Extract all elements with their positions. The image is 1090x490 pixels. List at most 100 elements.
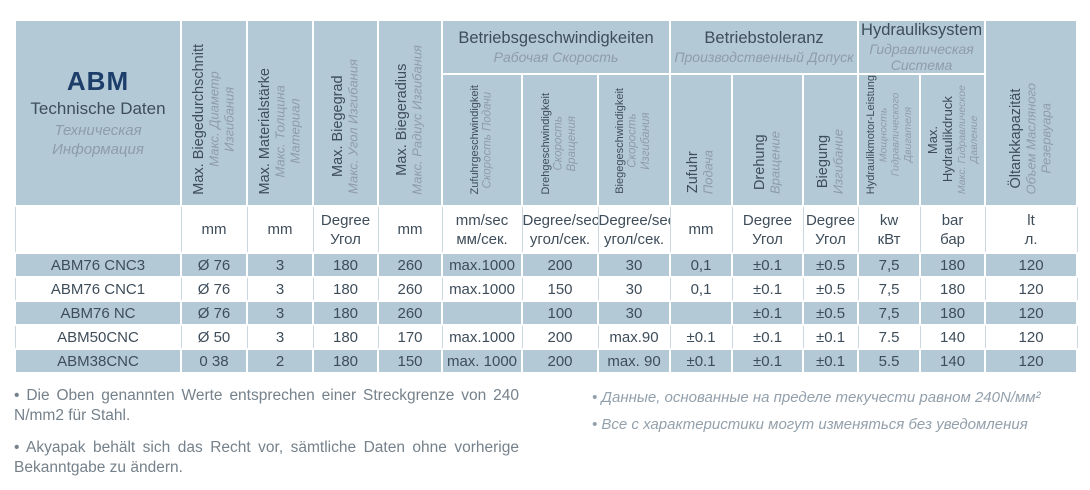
col-label-de: Drehgeschwindigkeit: [540, 92, 553, 195]
table-row: ABM76 CNC1 Ø 76 3 180 260 max.1000 150 3…: [14, 276, 1078, 303]
col-label-ru: Двигателя: [901, 106, 914, 163]
data-cell: ±0.1: [731, 252, 805, 279]
data-cell: 140: [919, 324, 986, 351]
data-cell: ±0.1: [731, 348, 805, 375]
col-label-ru: Макс. Радиус Изгибания: [409, 44, 425, 195]
unit-label: mm: [201, 221, 227, 239]
col-label-de: Max. Biegedurchschnitt: [190, 43, 207, 195]
col-header-max-biegedurchschnitt: Max. Biegedurchschnitt Макс. Диаметр Изгиб…: [180, 18, 248, 208]
data-cell: [669, 300, 734, 327]
col-label-ru: Скорость: [553, 116, 566, 171]
col-label-ru: Материал: [287, 98, 303, 164]
unit-label: lt: [1027, 211, 1035, 229]
data-cell: 7.5: [857, 324, 921, 351]
group-label-de: Hydrauliksystem: [861, 21, 983, 39]
unit-label-ru: угол/сек.: [529, 230, 591, 248]
col-header-max-biegeradius: Max. Biegeradius Макс. Радиус Изгибания: [377, 18, 443, 208]
data-cell: 3: [246, 300, 314, 327]
data-cell: ±0.1: [731, 276, 804, 303]
unit-label-ru: угол/сек.: [603, 230, 665, 248]
unit-cell: Degree/sec угол/сек.: [597, 205, 671, 255]
subtitle-ru: Техническая Информация: [52, 122, 144, 159]
model-cell: ABM38CNC: [14, 348, 182, 375]
unit-cell-blank: [14, 205, 182, 255]
col-label-ru: Изгибание: [830, 129, 846, 195]
data-cell: 200: [521, 348, 599, 375]
col-label-ru: Подача: [700, 150, 716, 195]
data-cell: 30: [597, 276, 671, 303]
col-label-ru: Вращение: [767, 131, 783, 195]
unit-cell: kw кВт: [857, 205, 921, 255]
unit-label: kw: [879, 211, 899, 229]
col-label-ru: Скорость: [627, 114, 640, 169]
unit-label: Degree/sec: [598, 211, 671, 229]
unit-label: Degree: [320, 211, 371, 229]
data-cell: max. 90: [596, 348, 672, 375]
footnote: • Данные, основанные на пределе текучест…: [592, 389, 1041, 406]
col-label-de: Biegegeschwindigkeit: [614, 88, 627, 195]
group-header-betriebsgeschwindigkeiten: Betriebsgeschwindigkeiten Рабочая Скорос…: [440, 19, 672, 75]
data-cell: max.90: [597, 324, 671, 351]
col-label-ru: Мощность: [877, 107, 890, 162]
footnote: • Die Oben genannten Werte entsprechen e…: [14, 387, 519, 425]
col-label-de: Hydraulikmotor-Leistung: [864, 75, 877, 195]
col-header-biegung: Biegung Изгибание: [802, 72, 860, 208]
col-label-ru: Макс. Гидравлическое: [955, 85, 968, 195]
col-label-ru: Макс. Диаметр: [206, 71, 222, 167]
col-header-hydraulikmotor-leistung: Hydraulikmotor-Leistung Мощность Гидравлич…: [857, 72, 922, 208]
col-label-de: Max. Biegeradius: [394, 63, 411, 176]
unit-label: bar: [941, 211, 964, 229]
col-label-de: Zufuhr: [685, 151, 702, 194]
col-header-max-biegegrad: Max. Biegegrad Макс. Угол Изгибания: [312, 18, 379, 208]
data-cell: ±0.1: [731, 300, 805, 327]
data-cell: 5.5: [857, 348, 922, 375]
model-cell: ABM76 CNC1: [14, 276, 182, 303]
unit-label: mm/sec: [455, 211, 509, 229]
col-label-ru: Объем Масляного: [1023, 82, 1039, 195]
data-cell: 200: [521, 324, 599, 351]
data-cell: ±0.1: [731, 324, 804, 351]
footnotes-german: • Die Oben genannten Werte entsprechen e…: [14, 386, 519, 490]
data-cell: ±0.1: [669, 324, 733, 351]
col-label-ru: Изгибания: [640, 112, 653, 171]
col-label-ru: Изгибания: [221, 86, 237, 152]
data-cell: 140: [919, 348, 987, 375]
data-cell: 260: [377, 300, 443, 327]
unit-label-ru: бар: [940, 230, 966, 248]
unit-cell: mm/sec мм/сек.: [441, 205, 523, 255]
group-header-hydrauliksystem: Hydrauliksystem Гидравлическая Система: [857, 19, 987, 75]
table-row: ABM76 CNC3 Ø 76 3 180 260 max.1000 200 3…: [14, 252, 1079, 279]
data-cell: 30: [596, 252, 672, 279]
unit-label: Degree: [742, 211, 793, 229]
data-cell: [441, 300, 523, 327]
data-cell: ±0.1: [802, 324, 859, 351]
data-cell: max.1000: [441, 252, 523, 279]
data-cell: 180: [312, 348, 379, 375]
data-cell: 3: [246, 324, 314, 351]
unit-label-ru: кВт: [877, 230, 901, 248]
data-cell: Ø 76: [180, 276, 248, 303]
col-label-de: Öltankkapazität: [1007, 88, 1024, 189]
col-label-de: Max.: [924, 125, 940, 154]
data-cell: 3: [246, 276, 314, 303]
col-label-de: Drehung: [751, 134, 768, 191]
data-cell: 7,5: [857, 300, 922, 327]
col-header-oeltankkapazitaet: Öltankkapazität Объем Масляного Резервуара: [984, 18, 1079, 208]
page-title: ABM: [66, 66, 130, 97]
data-cell: 180: [919, 300, 987, 327]
data-cell: 7,5: [857, 252, 922, 279]
data-cell: 120: [984, 324, 1078, 351]
table-row: ABM76 NC Ø 76 3 180 260 100 30 ±0.1 ±0.5…: [14, 300, 1079, 327]
data-cell: 150: [377, 348, 443, 375]
model-cell: ABM76 CNC3: [14, 252, 182, 279]
data-cell: max.1000: [441, 276, 523, 303]
unit-cell: Degree Угол: [802, 205, 859, 255]
col-header-zufuhrgeschwindigkeit: Zufuhrgeschwindigkeit Скорость Подачи: [441, 72, 523, 208]
col-header-drehung: Drehung Вращение: [731, 72, 805, 208]
col-label-de: Max. Materialstärke: [256, 67, 273, 195]
unit-label-ru: Угол: [815, 230, 846, 248]
unit-cell: mm: [377, 205, 443, 255]
col-header-biegegeschwindigkeit: Biegegeschwindigkeit Скорость Изгибания: [596, 72, 672, 208]
footnotes-russian: • Данные, основанные на пределе текучест…: [592, 388, 1084, 443]
data-cell: max.1000: [441, 324, 523, 351]
